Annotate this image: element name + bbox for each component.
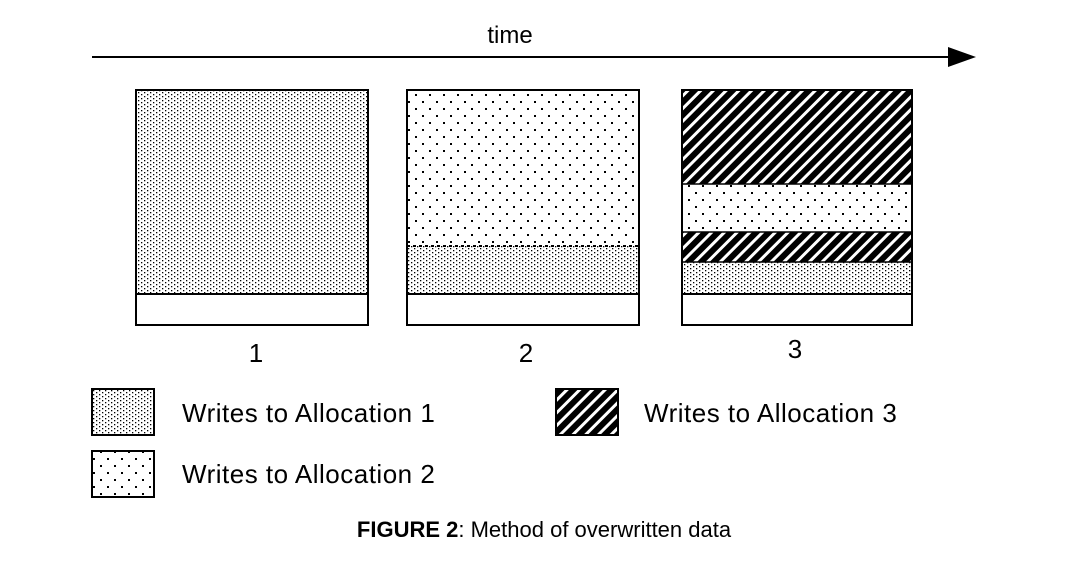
- legend-label-allocation-2: Writes to Allocation 2: [182, 459, 436, 489]
- legend-swatch-allocation-3: [555, 388, 619, 436]
- legend-swatch-allocation-2: [91, 450, 155, 498]
- frame-2: [406, 89, 640, 326]
- time-label: time: [487, 22, 533, 49]
- legend-swatch-allocation-1: [91, 388, 155, 436]
- frame-3: [681, 89, 913, 326]
- legend-label-allocation-3: Writes to Allocation 3: [644, 398, 898, 428]
- figure-caption: FIGURE 2: Method of overwritten data: [0, 517, 1088, 543]
- legend-label-allocation-1: Writes to Allocation 1: [182, 398, 436, 428]
- caption-text: : Method of overwritten data: [458, 517, 732, 542]
- frame-1: [135, 89, 369, 326]
- frame-1-label: 1: [248, 338, 264, 368]
- frame-3-label: 3: [787, 334, 803, 364]
- time-arrow: [92, 47, 976, 67]
- frame-2-label: 2: [518, 338, 534, 368]
- caption-figure-number: FIGURE 2: [356, 517, 459, 542]
